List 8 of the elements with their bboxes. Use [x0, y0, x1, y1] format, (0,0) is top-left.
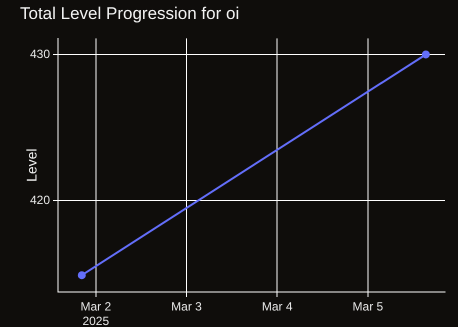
x-tick-label: Mar 2 2025 — [80, 300, 112, 327]
y-tick-label: 420 — [30, 192, 50, 207]
chart-title: Total Level Progression for oi — [20, 4, 240, 23]
x-tick-label: Mar 5 — [352, 300, 384, 314]
y-tick-label: 430 — [30, 46, 50, 61]
x-tick-label: Mar 3 — [171, 300, 202, 314]
x-tick-label: Mar 4 — [262, 300, 293, 314]
y-axis-title: Level — [23, 148, 40, 182]
